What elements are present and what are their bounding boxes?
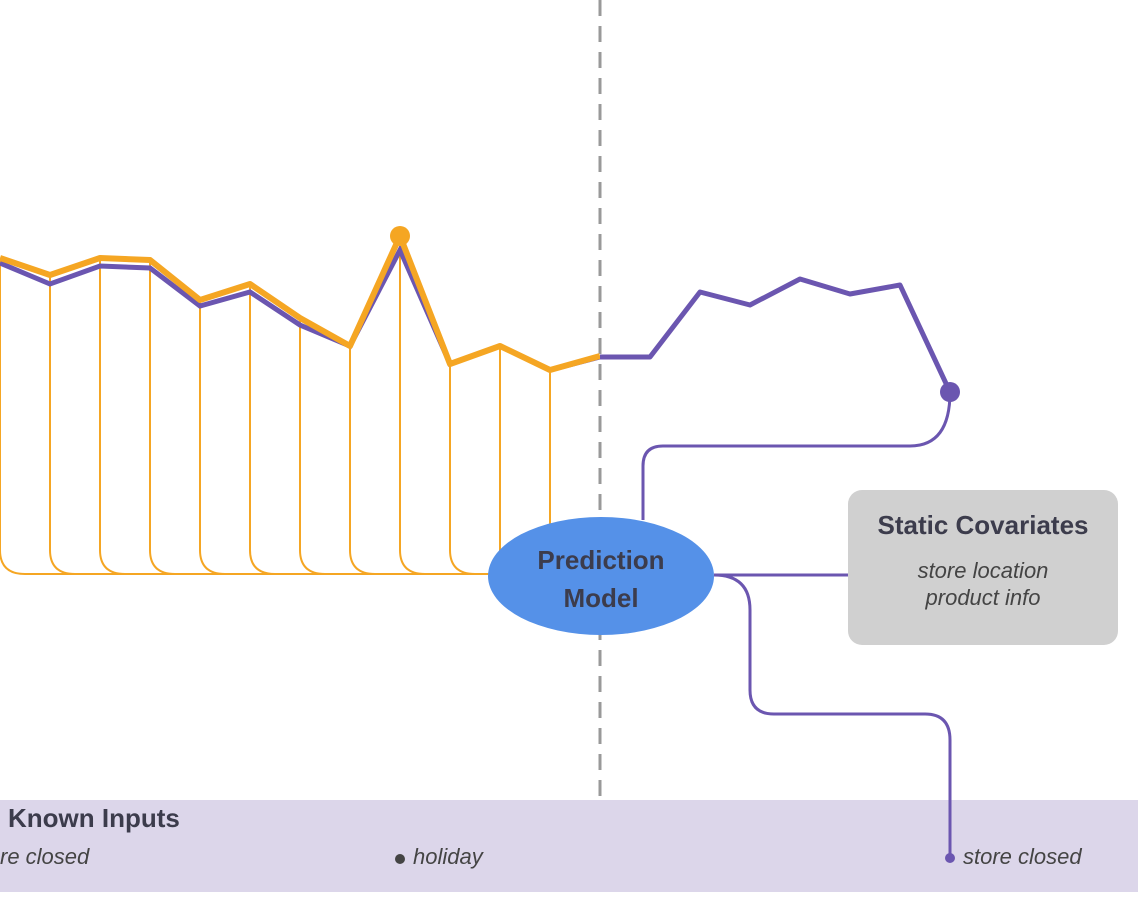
band-item: holiday: [413, 844, 485, 869]
band-item: store closed: [963, 844, 1082, 869]
box-item: product info: [925, 585, 1041, 610]
prediction-model: [488, 517, 714, 635]
band-title: Known Inputs: [8, 803, 180, 833]
connectors: [641, 391, 952, 858]
box-item: store location: [918, 558, 1049, 583]
model-label: Model: [563, 583, 638, 613]
box-title: Static Covariates: [878, 510, 1089, 540]
forecast-line: [600, 276, 953, 394]
band-item: re closed: [0, 844, 90, 869]
bullet: [395, 854, 405, 864]
connector-end: [945, 853, 955, 863]
known-inputs-band: [0, 800, 1138, 892]
model-label: Prediction: [537, 545, 664, 575]
history-drops: [0, 236, 576, 575]
history-peak: [390, 226, 410, 246]
static-covariates-box: [848, 490, 1118, 645]
history-line: [0, 233, 601, 373]
